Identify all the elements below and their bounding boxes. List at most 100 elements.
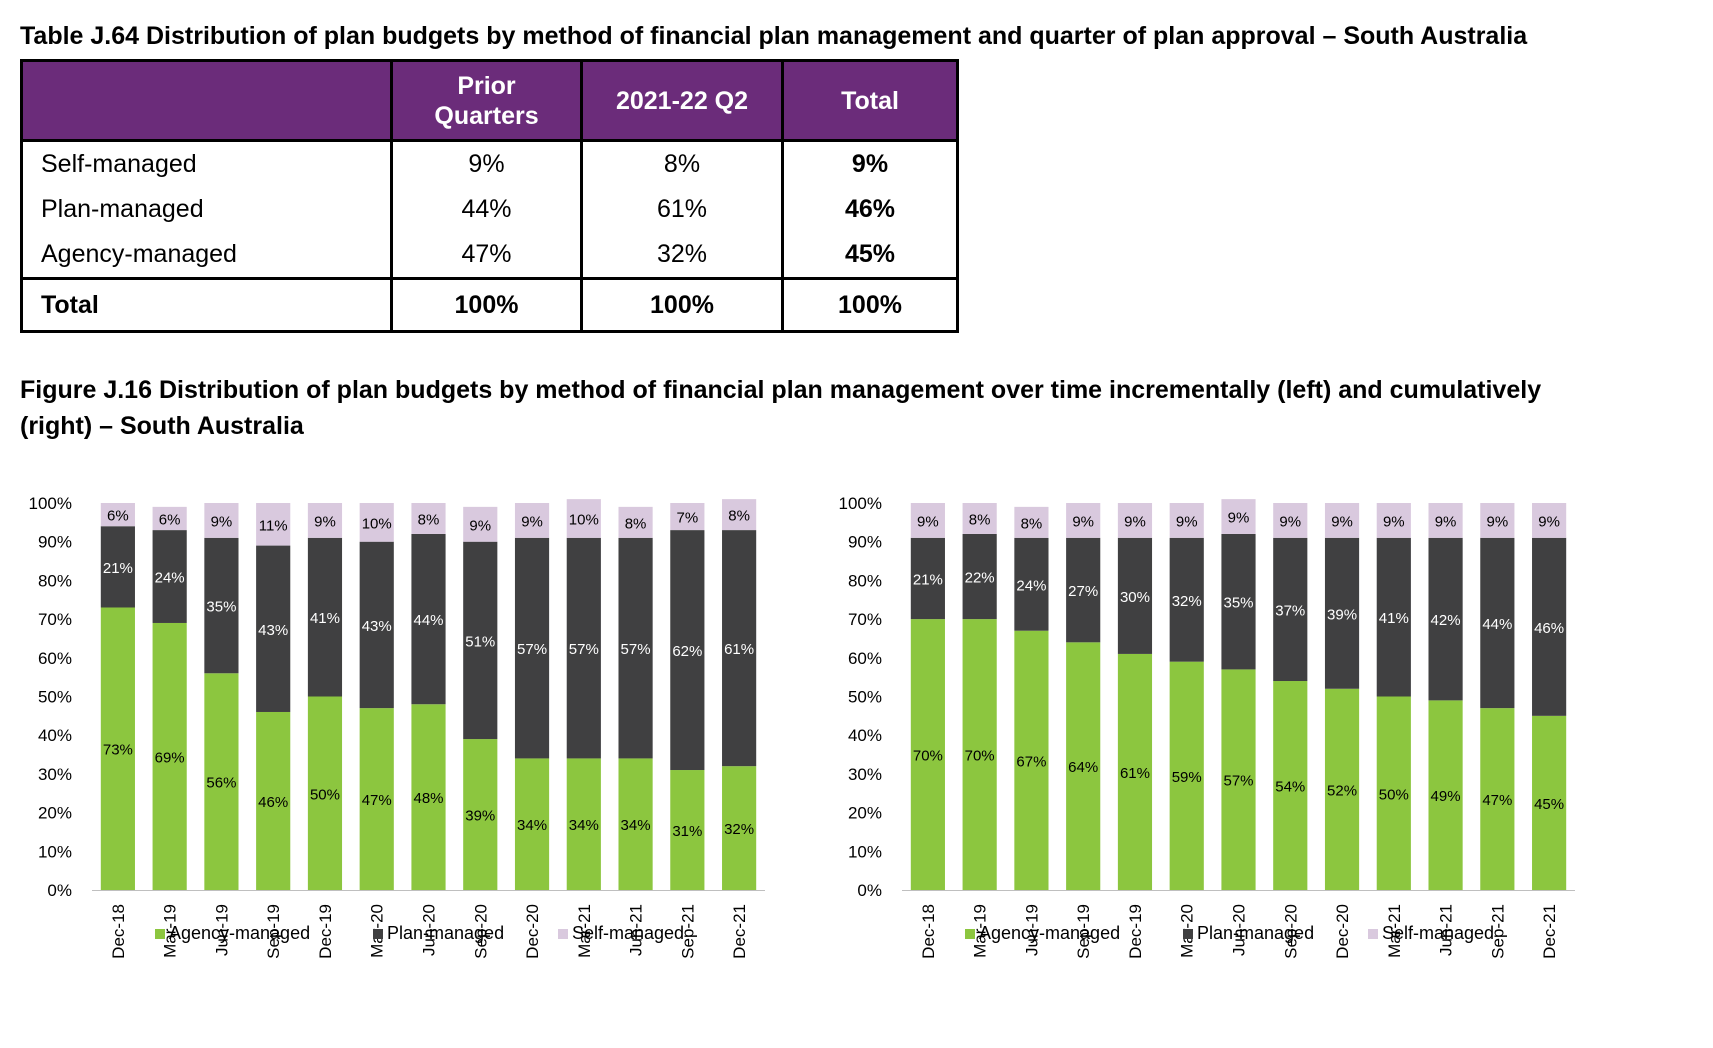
data-label: 34% (517, 817, 547, 834)
data-label: 49% (1431, 788, 1461, 805)
x-tick-label: Sep-20 (1281, 904, 1300, 959)
y-tick-label: 80% (848, 571, 882, 590)
plan-budget-table: Prior Quarters 2021-22 Q2 Total Self-man… (20, 59, 959, 333)
data-label: 9% (1279, 513, 1301, 530)
data-label: 39% (465, 808, 495, 825)
cell-total: 45% (781, 232, 959, 279)
bar-agency-managed-jun-20 (411, 704, 446, 890)
bar-plan-managed-dec-20 (1324, 537, 1360, 689)
bar-plan-managed-mar-20 (359, 541, 394, 709)
bar-agency-managed-sep-20 (1273, 681, 1308, 890)
bar-plan-managed-jun-21 (1428, 537, 1463, 701)
y-tick-label: 100% (29, 494, 72, 513)
bar-agency-managed-mar-21 (1376, 696, 1411, 890)
data-label: 9% (314, 513, 336, 530)
x-tick-label: Jun-19 (212, 904, 231, 956)
data-label: 7% (677, 510, 699, 527)
bar-plan-managed-mar-21 (566, 537, 601, 759)
x-tick-label: Dec-19 (316, 904, 335, 959)
data-label: 6% (107, 508, 129, 525)
table-header-total: Total (781, 59, 959, 142)
y-tick-label: 30% (848, 765, 882, 784)
y-tick-label: 40% (848, 726, 882, 745)
y-tick-label: 10% (848, 842, 882, 861)
bar-agency-managed-dec-21 (722, 766, 757, 890)
y-tick-label: 50% (38, 688, 72, 707)
data-label: 43% (362, 618, 392, 635)
bar-self-managed-sep-21 (670, 503, 705, 531)
data-label: 35% (1223, 595, 1253, 612)
y-tick-label: 60% (38, 649, 72, 668)
y-tick-label: 30% (38, 765, 72, 784)
bar-plan-managed-jun-19 (204, 537, 239, 674)
legend-swatch-agency-managed (155, 929, 165, 939)
bar-agency-managed-mar-19 (962, 619, 997, 890)
y-tick-label: 0% (47, 881, 72, 900)
bar-plan-managed-sep-19 (1066, 537, 1101, 643)
bar-plan-managed-dec-21 (722, 530, 757, 767)
x-tick-label: Dec-18 (919, 904, 938, 959)
data-label: 9% (521, 513, 543, 530)
y-tick-label: 70% (38, 610, 72, 629)
x-tick-label: Jun-21 (627, 904, 646, 956)
cell-total: 100% (781, 277, 959, 332)
data-label: 21% (913, 571, 943, 588)
data-label: 41% (1379, 610, 1409, 627)
bar-self-managed-dec-19 (307, 503, 343, 538)
y-tick-label: 60% (848, 649, 882, 668)
x-tick-label: Dec-20 (1333, 904, 1352, 959)
data-label: 45% (1534, 796, 1564, 813)
x-tick-label: Mar-19 (971, 904, 990, 958)
data-label: 47% (362, 792, 392, 809)
bar-self-managed-sep-19 (1066, 503, 1101, 538)
bar-agency-managed-dec-18 (100, 607, 135, 890)
x-tick-label: Mar-19 (161, 904, 180, 958)
y-tick-label: 40% (38, 726, 72, 745)
x-tick-label: Sep-20 (471, 904, 490, 959)
data-label: 9% (469, 517, 491, 534)
data-label: 31% (672, 823, 702, 840)
cell-total: 9% (781, 140, 959, 187)
data-label: 9% (1538, 513, 1560, 530)
data-label: 9% (1124, 513, 1146, 530)
cell-prior: 47% (390, 232, 583, 279)
bar-self-managed-jun-21 (618, 506, 653, 538)
data-label: 54% (1275, 779, 1305, 796)
x-tick-label: Jun-19 (1022, 904, 1041, 956)
table-row: Agency-managed 47% 32% 45% (20, 232, 959, 279)
bar-plan-managed-mar-19 (152, 530, 187, 623)
data-label: 73% (103, 742, 133, 759)
data-label: 21% (103, 560, 133, 577)
bar-self-managed-mar-20 (359, 503, 394, 542)
bar-self-managed-jun-19 (204, 503, 239, 538)
data-label: 9% (1228, 510, 1250, 527)
y-tick-label: 20% (848, 804, 882, 823)
bar-plan-managed-jun-21 (618, 537, 653, 759)
data-label: 39% (1327, 606, 1357, 623)
legend-label: Plan-managed (387, 923, 504, 943)
data-label: 67% (1016, 753, 1046, 770)
cell-total: 46% (781, 187, 959, 232)
bar-agency-managed-jun-21 (618, 758, 653, 890)
y-tick-label: 90% (38, 533, 72, 552)
bar-plan-managed-dec-19 (1117, 537, 1153, 654)
incremental-stacked-bar-chart: 0% 10% 20% 30% 40% 50% 60% 70% 80% 90% 100% 73% 21% 6… (29, 494, 765, 959)
bar-self-managed-mar-20 (1169, 503, 1204, 538)
data-label: 57% (621, 641, 651, 658)
bar-plan-managed-dec-21 (1532, 537, 1567, 716)
figure-title: Figure J.16 Distribution of plan budgets… (20, 376, 1542, 440)
x-tick-label: Jun-20 (420, 904, 439, 956)
bar-agency-managed-dec-19 (1117, 653, 1153, 890)
table-total-row: Total 100% 100% 100% (20, 277, 959, 332)
data-label: 52% (1327, 782, 1357, 799)
legend-swatch-self-managed (558, 929, 568, 939)
y-tick-label: 0% (857, 881, 882, 900)
data-label: 9% (1383, 513, 1405, 530)
data-label: 61% (724, 641, 754, 658)
x-tick-label: Sep-21 (1488, 904, 1507, 959)
x-tick-label: Mar-21 (1385, 904, 1404, 958)
data-label: 69% (155, 749, 185, 766)
x-tick-label: Dec-21 (730, 904, 749, 959)
bar-self-managed-mar-19 (962, 503, 997, 534)
data-label: 34% (569, 817, 599, 834)
